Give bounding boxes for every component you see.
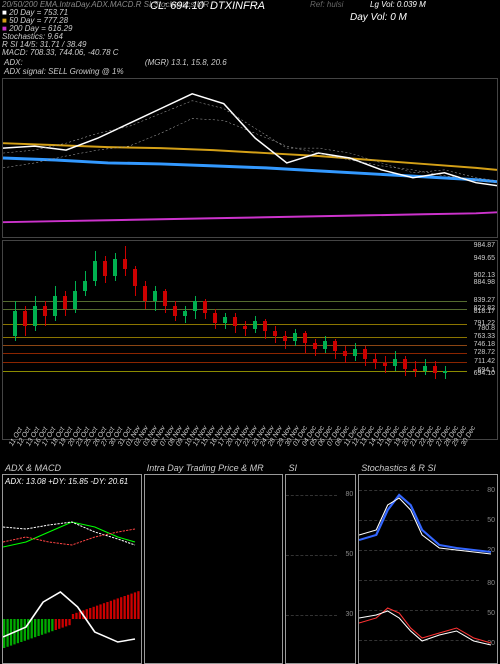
candle — [13, 311, 17, 336]
candle — [123, 259, 127, 269]
candle — [293, 333, 297, 341]
intraday-panel[interactable]: Intra Day Trading Price & MR — [144, 474, 284, 664]
rsi-panel[interactable]: SI 805030 — [285, 474, 356, 664]
rsi-level: 80 — [346, 491, 354, 498]
candle — [353, 349, 357, 356]
indicator-chart[interactable] — [2, 78, 498, 238]
candle — [383, 363, 387, 366]
price-level: 839.27 — [474, 297, 495, 304]
price-level: 902.13 — [474, 272, 495, 279]
candle — [173, 306, 177, 316]
adx-subtitle: ADX: 13.08 +DY: 15.85 -DY: 20.61 — [5, 477, 128, 486]
close-label: CL: 694.10 — [150, 0, 204, 12]
candle — [73, 291, 77, 309]
candle — [193, 301, 197, 311]
price-level: 763.33 — [474, 333, 495, 340]
ticker-symbol: DTXINFRA — [210, 0, 265, 12]
price-level: 949.65 — [474, 255, 495, 262]
price-level: 746.18 — [474, 341, 495, 348]
candle — [363, 349, 367, 359]
stoch-panel[interactable]: Stochastics & R SI 808050502020 — [358, 474, 498, 664]
candle — [63, 296, 67, 309]
rsi-level: 50 — [346, 551, 354, 558]
macd-val: MACD: 708.33, 744.06, -40.78 C — [2, 48, 119, 57]
lg-vol: Lg Vol: 0.039 M — [370, 0, 426, 9]
candle — [223, 317, 227, 323]
price-level: 711.42 — [474, 358, 495, 365]
candle — [83, 281, 87, 291]
candle — [433, 366, 437, 373]
candle — [343, 351, 347, 356]
price-level: 884.98 — [474, 279, 495, 286]
candle — [243, 326, 247, 329]
candle — [43, 306, 47, 316]
candle — [163, 291, 167, 306]
candle — [403, 359, 407, 369]
price-level: 694.10 — [474, 370, 495, 377]
candle — [213, 313, 217, 323]
candle — [303, 333, 307, 343]
price-chart[interactable]: 984.87949.65902.13884.98839.27822.82818.… — [2, 240, 498, 440]
candle — [283, 336, 287, 341]
candle — [323, 341, 327, 349]
price-level: 984.87 — [474, 242, 495, 249]
price-level: 818.17 — [474, 308, 495, 315]
candle — [423, 366, 427, 371]
price-level: 780.8 — [477, 325, 495, 332]
candle — [53, 296, 57, 316]
candle — [103, 261, 107, 276]
candle — [23, 311, 27, 326]
candle — [203, 301, 207, 313]
candle — [393, 359, 397, 366]
candle — [253, 321, 257, 329]
chart-header: 20/50/200 EMA.IntraDay.ADX.MACD.R SI.Sto… — [0, 0, 500, 40]
rsi-level: 30 — [346, 611, 354, 618]
candle — [153, 291, 157, 301]
candle — [113, 259, 117, 276]
candle — [443, 371, 447, 373]
candle — [133, 269, 137, 286]
candle — [143, 286, 147, 301]
candle — [373, 359, 377, 363]
candle — [183, 311, 187, 316]
ref-label: Ref: hulsi — [310, 0, 343, 9]
price-level: 728.72 — [474, 349, 495, 356]
candle — [413, 369, 417, 371]
candle — [273, 331, 277, 336]
candle — [263, 321, 267, 331]
candle — [33, 306, 37, 326]
adx-macd-panel[interactable]: ADX & MACD ADX: 13.08 +DY: 15.85 -DY: 20… — [2, 474, 142, 664]
sub-panels: ADX & MACD ADX: 13.08 +DY: 15.85 -DY: 20… — [2, 474, 498, 664]
day-vol: Day Vol: 0 M — [350, 12, 407, 23]
candle — [93, 261, 97, 281]
candle — [333, 341, 337, 351]
candle — [313, 343, 317, 349]
candle — [233, 317, 237, 326]
